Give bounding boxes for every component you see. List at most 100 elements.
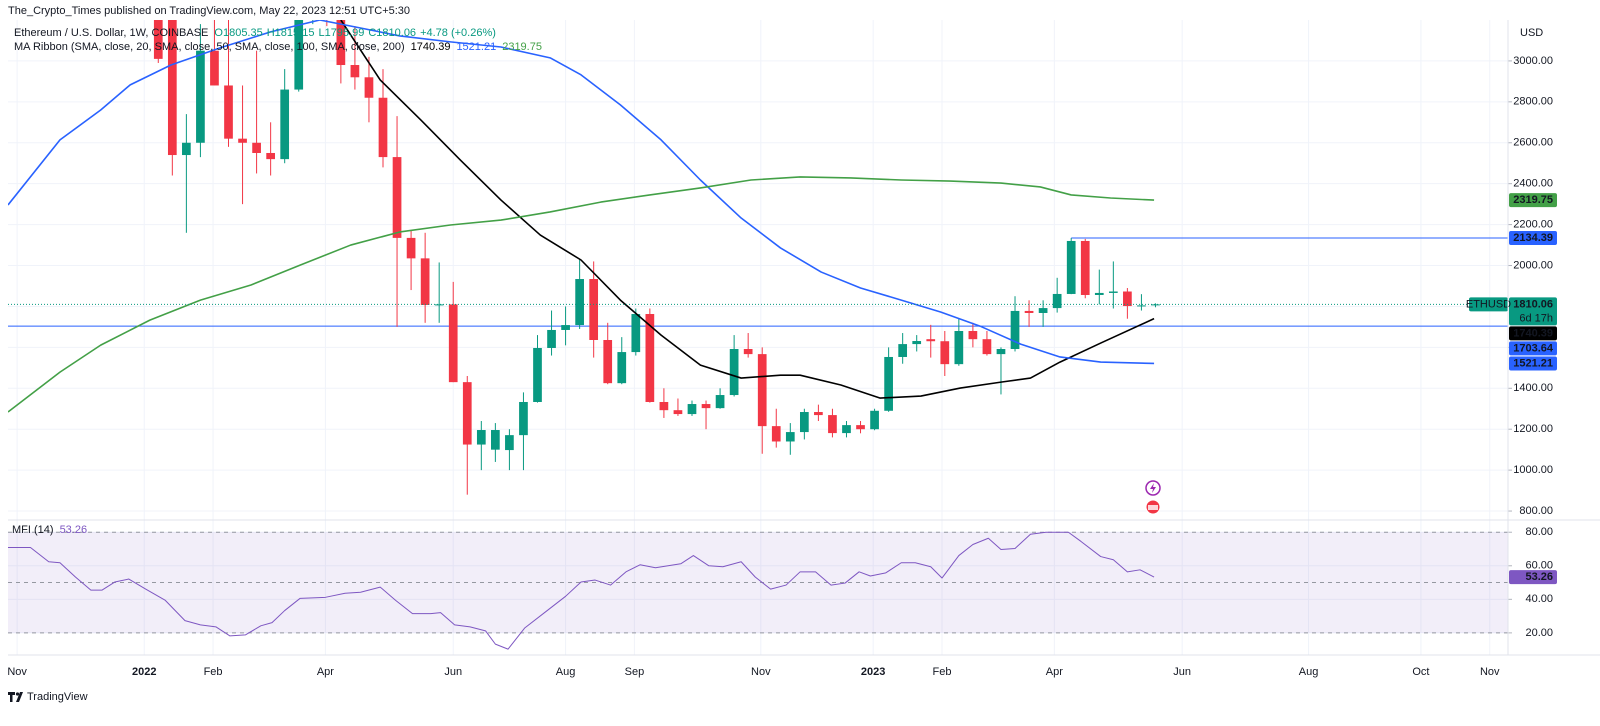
- y-tick-label: 80.00: [1525, 526, 1553, 538]
- candle-body: [912, 341, 922, 345]
- candle-body: [982, 339, 992, 355]
- x-tick-label: Nov: [7, 666, 27, 678]
- candle-body: [1066, 240, 1076, 294]
- countdown: 6d 17h: [1519, 312, 1553, 324]
- mfi-name: MFI (14): [12, 524, 54, 536]
- low: L1795.99: [318, 27, 364, 39]
- candle-body: [448, 304, 458, 383]
- candle-body: [238, 138, 247, 143]
- mfi-title: MFI (14) 53.26: [12, 524, 87, 536]
- price-tag-label: 1703.64: [1513, 342, 1554, 354]
- candle-body: [167, 20, 177, 156]
- candle-body: [224, 85, 233, 139]
- open: O1805.35: [214, 27, 262, 39]
- y-tick-label: 20.00: [1525, 627, 1553, 639]
- candle-body: [757, 354, 767, 427]
- candle-body: [631, 314, 641, 353]
- logo-mark: [8, 692, 23, 702]
- line-series: [8, 20, 1155, 365]
- candle-body: [1052, 293, 1062, 309]
- y-tick-label: 40.00: [1525, 593, 1553, 605]
- candle-body: [645, 314, 655, 402]
- candle-body: [364, 77, 374, 98]
- candle-body: [196, 50, 205, 143]
- candle-body: [392, 157, 402, 238]
- candle-body: [294, 20, 304, 90]
- y-tick-label: 1000.00: [1513, 464, 1553, 476]
- candle-body: [968, 330, 978, 340]
- x-tick-label: Aug: [1299, 666, 1319, 678]
- symbol-tag-label: ETHUSD: [1466, 298, 1511, 310]
- y-tick-label: 2000.00: [1513, 259, 1553, 271]
- candle-body: [1038, 308, 1048, 313]
- ribbon-legend: MA Ribbon (SMA, close, 20, SMA, close, 5…: [14, 41, 542, 53]
- price-tag-label: 2319.75: [1513, 194, 1553, 206]
- candle-body: [673, 410, 683, 415]
- footer-logo[interactable]: TradingView: [8, 691, 88, 703]
- candle-body: [884, 356, 893, 411]
- y-tick-label: 2400.00: [1513, 178, 1553, 190]
- candle-body: [617, 352, 627, 384]
- change: +4.78 (+0.26%): [420, 27, 496, 39]
- event-icons[interactable]: [1145, 480, 1161, 515]
- y-tick-label: 2800.00: [1513, 96, 1553, 108]
- price-tag: [1509, 570, 1557, 585]
- line-series: [8, 176, 1155, 413]
- candle-body: [575, 279, 584, 326]
- candle-body: [280, 89, 290, 160]
- candle-body: [420, 258, 430, 306]
- candle-body: [1010, 310, 1020, 349]
- ribbon-value: 2319.75: [502, 41, 542, 53]
- candle-body: [266, 152, 275, 160]
- price-plot: [8, 0, 1508, 495]
- x-tick-label: Nov: [1480, 666, 1500, 678]
- x-tick-label: 2023: [861, 666, 885, 678]
- x-tick-label: Feb: [204, 666, 223, 678]
- candle-body: [785, 432, 795, 442]
- candle-body: [308, 0, 317, 2]
- candle-body: [659, 401, 669, 411]
- candle-body: [491, 430, 500, 450]
- y-tick-label: 2600.00: [1513, 137, 1553, 149]
- axis-layer: Nov 2022 Feb Apr Jun Aug Sep Nov 2023 Feb Apr Jun Au…: [7, 55, 1557, 678]
- candle-body: [406, 237, 416, 259]
- price-tag: [1509, 231, 1557, 246]
- candle-body: [799, 412, 809, 433]
- candle-body: [476, 430, 486, 445]
- logo-dot: [15, 692, 20, 696]
- ribbon-value: 1740.39: [411, 41, 451, 53]
- currency: USD: [1520, 27, 1543, 39]
- price-tag-label: 53.26: [1525, 571, 1553, 583]
- symbol-legend: Ethereum / U.S. Dollar, 1W, COINBASE O180…: [14, 27, 496, 39]
- candle-body: [940, 341, 950, 365]
- price-tag-label: 1810.06: [1513, 298, 1553, 310]
- candle-body: [561, 325, 570, 330]
- candle-body: [954, 330, 964, 365]
- candle-body: [771, 426, 781, 442]
- x-tick-label: 2022: [132, 666, 156, 678]
- publisher: The_Crypto_Times published on TradingVie…: [8, 5, 410, 17]
- candle-body: [926, 339, 936, 342]
- price-tag: [1509, 356, 1557, 371]
- price-tag-label: 2134.39: [1513, 232, 1553, 244]
- x-tick-label: Apr: [1046, 666, 1063, 678]
- y-tick-label: 60.00: [1525, 560, 1553, 572]
- candle-body: [856, 425, 865, 430]
- y-tick-label: 2200.00: [1513, 219, 1553, 231]
- mfi-plot: [8, 531, 1508, 650]
- ribbon-name: MA Ribbon (SMA, close, 20, SMA, close, 5…: [14, 41, 405, 53]
- candle-body: [743, 348, 753, 355]
- candle-body: [1080, 240, 1090, 295]
- symbol-tag: [1469, 297, 1508, 312]
- candle-body: [814, 412, 823, 416]
- candle-body: [1123, 291, 1132, 307]
- x-tick-label: Jun: [444, 666, 462, 678]
- candle-body: [898, 344, 908, 357]
- candle-body: [687, 404, 697, 415]
- candle-body: [153, 20, 163, 59]
- candle-body: [519, 401, 528, 436]
- candle-body: [1024, 310, 1034, 313]
- candle-body: [210, 50, 219, 86]
- ribbon-value: 1521.21: [456, 41, 496, 53]
